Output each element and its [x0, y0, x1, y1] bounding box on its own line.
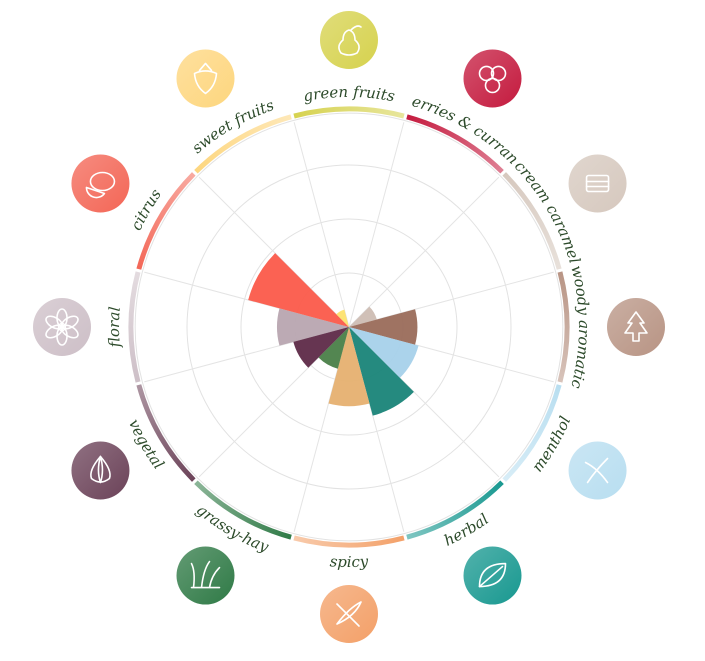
category-rings [128, 106, 570, 548]
grid-circle [186, 164, 512, 490]
category-icons [33, 11, 665, 643]
ring-spicy [293, 535, 405, 548]
leaf-icon [463, 546, 522, 605]
wedge-woody-aromatic [349, 309, 418, 345]
berries-icon [463, 49, 522, 108]
wedge-grassy-hay [318, 327, 349, 369]
category-label: floral [105, 306, 124, 349]
grid-circle [240, 218, 458, 436]
chart-wedges [248, 253, 419, 416]
category-label: vegetal [125, 416, 168, 472]
lemon-icon [71, 154, 130, 213]
category-label: spicy [329, 552, 369, 571]
strawberry-icon [176, 49, 235, 108]
wedge-citrus [248, 253, 349, 327]
ring-floral [128, 271, 141, 383]
category-label: citrus [127, 185, 165, 233]
pear-icon [320, 11, 378, 69]
pine-tree-icon [607, 298, 665, 356]
ring-cream-caramel [502, 172, 562, 270]
wedge-spicy [328, 327, 370, 407]
category-label: woody aromatic [567, 264, 593, 391]
ring-woody-aromatic [557, 271, 570, 383]
grid-spoke [348, 176, 500, 328]
wedge-floral [277, 308, 349, 346]
grid-spoke [198, 176, 350, 328]
ring-menthol [502, 384, 562, 482]
grid-spoke [348, 122, 405, 328]
wedge-cream-caramel [349, 306, 377, 327]
grid-circle [134, 112, 564, 542]
category-label: green fruits [302, 83, 397, 105]
wedge-sweet-fruits [336, 309, 349, 327]
category-label: berries & currant [0, 0, 522, 168]
ring-vegetal [136, 384, 196, 482]
ring-berries-currant [406, 114, 504, 174]
grid-spoke [293, 122, 350, 328]
wedge-herbal [349, 327, 414, 416]
caramel-icon [568, 154, 627, 213]
flower-icon [33, 298, 91, 356]
grass-icon [176, 546, 235, 605]
ring-citrus [136, 172, 196, 270]
ring-grassy-hay [194, 480, 292, 540]
wedge-menthol [349, 327, 419, 378]
mint-icon [568, 441, 627, 500]
wedge-vegetal [293, 327, 349, 368]
onion-icon [71, 441, 130, 500]
chili-icon [320, 585, 378, 643]
ring-herbal [406, 480, 504, 540]
ring-green-fruits [293, 106, 405, 119]
ring-sweet-fruits [194, 114, 292, 174]
